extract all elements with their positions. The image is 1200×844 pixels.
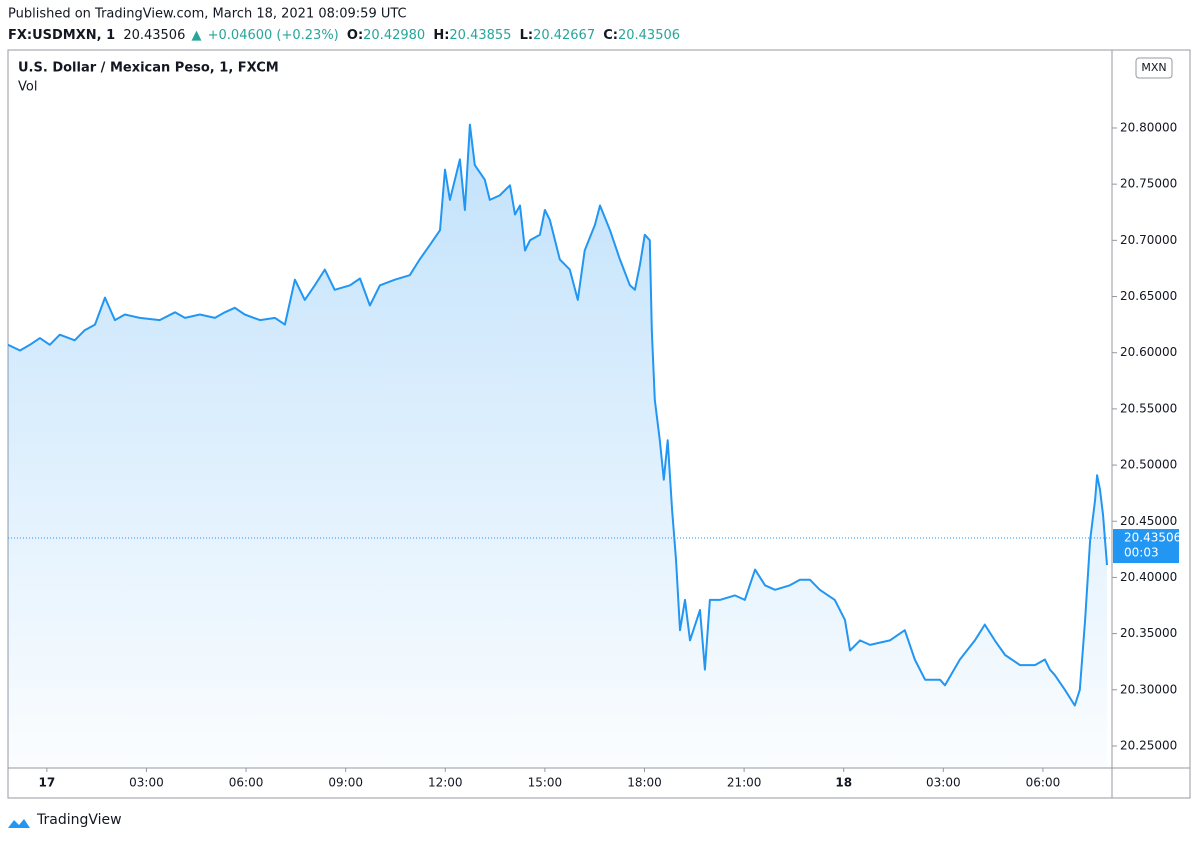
y-tick-label: 20.30000	[1120, 682, 1177, 696]
y-tick-label: 20.80000	[1120, 120, 1177, 134]
y-tick-label: 20.70000	[1120, 233, 1177, 247]
x-tick-label: 21:00	[727, 776, 762, 790]
open: 20.42980	[363, 28, 425, 43]
low: 20.42667	[533, 28, 595, 43]
y-tick-label: 20.60000	[1120, 345, 1177, 359]
published: Published on TradingView.com, March 18, …	[8, 7, 407, 22]
x-tick-label: 18	[835, 776, 852, 790]
last-price-box	[1113, 529, 1179, 564]
last-price-label: 20.43506	[1124, 531, 1181, 545]
chart-subtitle: Vol	[18, 80, 37, 95]
y-tick-label: 20.55000	[1120, 401, 1177, 415]
arrow: ▲	[191, 28, 201, 43]
price: 20.43506	[123, 28, 185, 43]
symbol: FX:USDMXN, 1	[8, 28, 115, 43]
chart-title: U.S. Dollar / Mexican Peso, 1, FXCM	[18, 61, 279, 76]
y-tick-label: 20.35000	[1120, 626, 1177, 640]
y-tick-label: 20.25000	[1120, 738, 1177, 752]
x-tick-label: 03:00	[129, 776, 164, 790]
open-label: O:	[347, 28, 363, 43]
footer-logo: TradingView	[8, 812, 122, 828]
currency[interactable]: MXN	[1141, 61, 1166, 74]
countdown: 00:03	[1124, 546, 1159, 560]
logo-icon	[8, 819, 30, 828]
plot	[8, 123, 1112, 768]
x-tick-label: 06:00	[1026, 776, 1061, 790]
x-tick-label: 15:00	[528, 776, 563, 790]
price-area	[8, 124, 1107, 768]
change: +0.04600 (+0.23%)	[208, 28, 339, 43]
high-label: H:	[433, 28, 449, 43]
price-line	[8, 123, 1108, 707]
x-tick-label: 12:00	[428, 776, 463, 790]
currency-box[interactable]	[1135, 57, 1173, 79]
axes: 20.25000 20.30000 20.35000 20.40000 20.45000…	[38, 120, 1181, 789]
high: 20.43855	[449, 28, 511, 43]
header-line: FX:USDMXN, 1 20.43506 ▲ +0.04600 (+0.23%…	[8, 28, 680, 43]
x-tick-label: 03:00	[926, 776, 961, 790]
low-label: L:	[520, 28, 533, 43]
y-tick-label: 20.40000	[1120, 570, 1177, 584]
x-tick-label: 17	[38, 776, 55, 790]
y-tick-label: 20.45000	[1120, 514, 1177, 528]
y-tick-label: 20.65000	[1120, 289, 1177, 303]
x-tick-label: 18:00	[627, 776, 662, 790]
y-tick-label: 20.50000	[1120, 458, 1177, 472]
close-label: C:	[603, 28, 618, 43]
x-tick-label: 06:00	[229, 776, 264, 790]
close: 20.43506	[618, 28, 680, 43]
y-tick-label: 20.75000	[1120, 177, 1177, 191]
brand: TradingView	[36, 812, 122, 828]
x-tick-label: 09:00	[328, 776, 363, 790]
